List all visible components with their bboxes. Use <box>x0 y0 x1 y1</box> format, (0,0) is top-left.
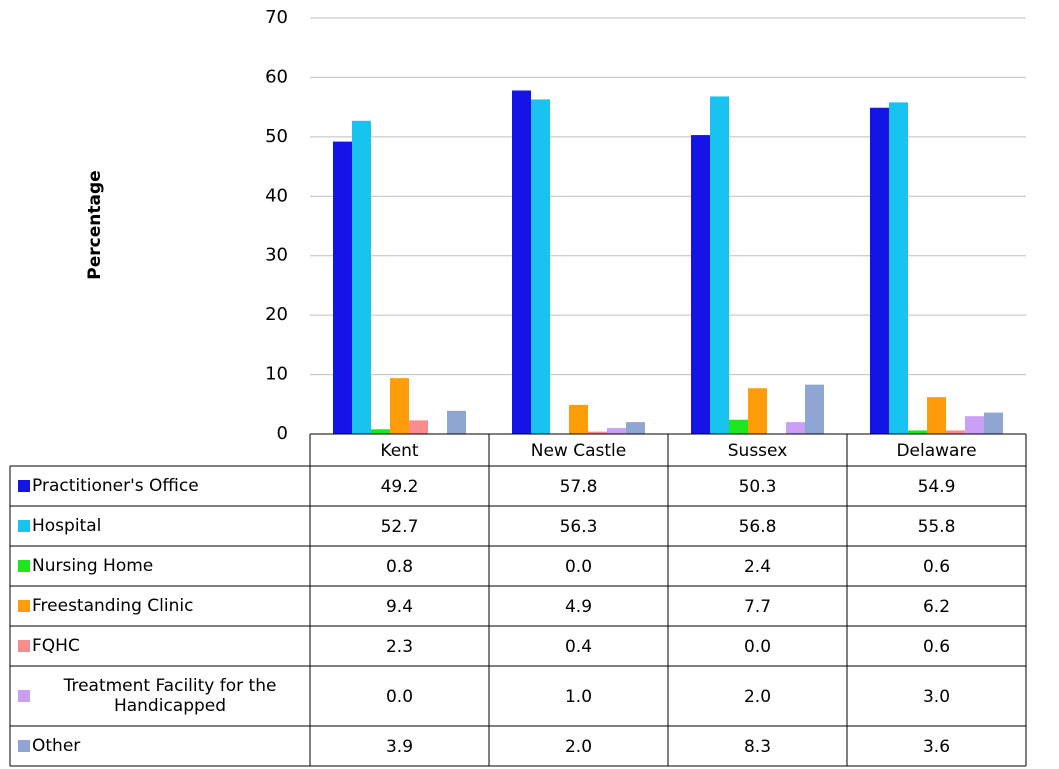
legend-swatch <box>18 600 30 612</box>
table-value: 2.4 <box>744 557 771 577</box>
legend-label-box: Hospital <box>32 516 102 536</box>
category-label: Kent <box>380 441 419 461</box>
legend-swatch <box>18 740 30 752</box>
category-label: Sussex <box>728 441 788 461</box>
legend-label-box: Other <box>32 736 81 756</box>
y-tick-label: 30 <box>265 245 288 266</box>
table-value: 0.0 <box>744 637 771 657</box>
bar <box>352 120 371 434</box>
legend-label: Nursing Home <box>32 556 154 576</box>
legend-label-box: FQHC <box>32 636 80 656</box>
bar <box>965 416 984 434</box>
table-value: 0.8 <box>386 557 413 577</box>
table-value: 0.0 <box>565 557 592 577</box>
category-label: Delaware <box>896 441 976 461</box>
table-value: 0.0 <box>386 687 413 707</box>
bar <box>805 384 824 434</box>
table-value: 2.0 <box>744 687 771 707</box>
bar <box>710 96 729 435</box>
table-value: 54.9 <box>918 477 956 497</box>
y-tick-label: 70 <box>265 7 288 28</box>
legend-label: Other <box>32 736 81 756</box>
bar <box>371 429 390 434</box>
bar <box>390 378 409 434</box>
legend-swatch <box>18 480 30 492</box>
table-value: 50.3 <box>739 477 777 497</box>
bar <box>333 141 352 434</box>
bar <box>984 412 1003 434</box>
y-tick-label: 0 <box>277 423 288 444</box>
y-tick-label: 40 <box>265 185 288 206</box>
bar <box>870 107 889 434</box>
bar <box>748 388 767 434</box>
bar <box>447 410 466 434</box>
table-value: 56.3 <box>560 517 598 537</box>
legend-label: Hospital <box>32 516 102 536</box>
bar <box>626 422 645 434</box>
bar <box>409 420 428 434</box>
y-tick-label: 10 <box>265 364 288 385</box>
table-value: 3.6 <box>923 737 950 757</box>
bar <box>786 422 805 434</box>
table-value: 55.8 <box>918 517 956 537</box>
table-value: 7.7 <box>744 597 771 617</box>
legend-label-box: Nursing Home <box>32 556 154 576</box>
legend-label: FQHC <box>32 636 80 656</box>
table-value: 49.2 <box>381 477 419 497</box>
legend-label: Treatment Facility for the Handicapped <box>63 676 277 716</box>
bar <box>946 430 965 434</box>
bar <box>607 428 626 434</box>
legend-label-box: Practitioner's Office <box>32 476 199 496</box>
bar <box>512 90 531 434</box>
bar <box>889 102 908 434</box>
legend-label: Practitioner's Office <box>32 476 199 496</box>
table-value: 56.8 <box>739 517 777 537</box>
category-label: New Castle <box>531 441 626 461</box>
bar <box>531 99 550 434</box>
table-value: 2.0 <box>565 737 592 757</box>
table-value: 0.4 <box>565 637 592 657</box>
table-value: 1.0 <box>565 687 592 707</box>
bar <box>729 419 748 434</box>
table-value: 0.6 <box>923 637 950 657</box>
bar <box>569 404 588 434</box>
table-value: 0.6 <box>923 557 950 577</box>
table-value: 6.2 <box>923 597 950 617</box>
legend-swatch <box>18 690 30 702</box>
legend-swatch <box>18 520 30 532</box>
y-axis-title: Percentage <box>85 170 105 279</box>
legend-label: Freestanding Clinic <box>32 596 194 616</box>
bar <box>927 397 946 434</box>
bar <box>588 431 607 434</box>
table-value: 8.3 <box>744 737 771 757</box>
table-value: 4.9 <box>565 597 592 617</box>
legend-label-box: Treatment Facility for the Handicapped <box>63 676 277 716</box>
legend-swatch <box>18 560 30 572</box>
y-tick-label: 50 <box>265 126 288 147</box>
legend-label-box: Freestanding Clinic <box>32 596 194 616</box>
table-value: 3.0 <box>923 687 950 707</box>
bar <box>691 135 710 434</box>
table-value: 9.4 <box>386 597 413 617</box>
bar <box>908 430 927 434</box>
y-tick-label: 20 <box>265 304 288 325</box>
table-value: 2.3 <box>386 637 413 657</box>
y-tick-label: 60 <box>265 66 288 87</box>
legend-swatch <box>18 640 30 652</box>
table-value: 52.7 <box>381 517 419 537</box>
table-value: 57.8 <box>560 477 598 497</box>
table-value: 3.9 <box>386 737 413 757</box>
